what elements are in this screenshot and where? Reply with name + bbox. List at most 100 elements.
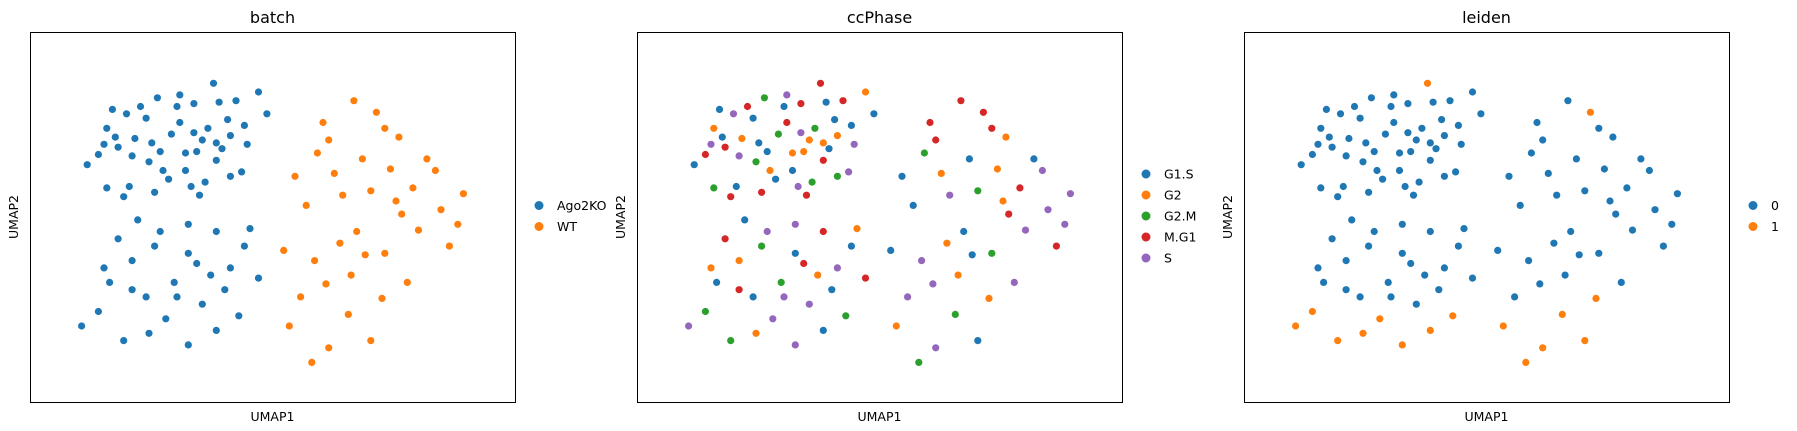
data-point-M.G1: [802, 191, 811, 199]
data-point-0: [1600, 165, 1608, 173]
data-point-G1.S: [847, 121, 856, 129]
data-point-Ago2KO: [212, 139, 220, 147]
data-point-Ago2KO: [243, 140, 251, 148]
data-point-S: [1066, 190, 1074, 198]
data-point-S: [791, 341, 799, 349]
data-point-Ago2KO: [165, 175, 173, 183]
data-point-WT: [378, 294, 386, 302]
data-point-S: [850, 140, 858, 148]
data-point-1: [1423, 79, 1432, 87]
data-point-0: [1387, 102, 1395, 111]
data-point-0: [1370, 148, 1378, 156]
data-point-Ago2KO: [254, 88, 263, 96]
data-point-0: [1381, 130, 1389, 138]
data-point-G1.S: [960, 227, 968, 236]
legend-label: Ago2KO: [557, 198, 607, 213]
data-point-0: [1651, 206, 1659, 214]
data-point-Ago2KO: [134, 216, 142, 224]
data-point-0: [1533, 118, 1541, 127]
data-point-0: [1539, 136, 1547, 144]
legend-label: S: [1164, 251, 1172, 266]
data-point-G2: [1002, 133, 1010, 141]
data-point-Ago2KO: [83, 161, 91, 169]
data-point-0: [1505, 172, 1513, 180]
data-point-WT: [311, 257, 319, 265]
legend-marker: [1141, 211, 1151, 221]
data-point-WT: [361, 251, 369, 259]
data-point-WT: [381, 249, 389, 257]
data-point-0: [1322, 105, 1330, 113]
data-point-Ago2KO: [106, 278, 114, 286]
data-point-Ago2KO: [184, 220, 192, 228]
data-point-0: [1384, 278, 1392, 286]
data-point-S: [769, 315, 777, 323]
data-point-G2.M: [811, 124, 819, 132]
data-point-S: [946, 191, 954, 199]
data-point-1: [1539, 344, 1547, 352]
data-point-0: [1362, 139, 1370, 147]
data-point-S: [1038, 166, 1046, 175]
legend-marker: [534, 201, 544, 210]
data-point-Ago2KO: [254, 274, 263, 282]
data-point-Ago2KO: [159, 166, 167, 175]
scatter-points: [685, 79, 1074, 366]
data-point-S: [735, 152, 743, 160]
data-point-0: [1412, 136, 1420, 144]
data-point-0: [1609, 133, 1617, 141]
legend: G1.S G2 G2.M M.G1 S: [1141, 167, 1196, 266]
legend-marker: [1141, 169, 1151, 179]
data-point-0: [1606, 197, 1614, 205]
data-point-G1.S: [749, 114, 757, 122]
data-point-0: [1659, 242, 1667, 250]
data-point-0: [1339, 182, 1347, 191]
data-point-0: [1398, 249, 1406, 257]
data-point-Ago2KO: [128, 286, 136, 294]
data-point-0: [1477, 110, 1485, 118]
panel-title: leiden: [1462, 8, 1511, 27]
data-point-0: [1398, 220, 1406, 228]
data-point-S: [729, 110, 738, 118]
data-point-WT: [319, 118, 327, 127]
data-point-Ago2KO: [221, 286, 229, 294]
data-point-S: [780, 293, 788, 301]
legend-marker: [1748, 201, 1758, 210]
data-point-G2: [738, 134, 746, 143]
data-point-G1.S: [755, 139, 763, 147]
data-point-M.G1: [758, 188, 766, 196]
data-point-0: [1572, 155, 1580, 163]
data-point-G1.S: [870, 110, 878, 118]
data-point-0: [1401, 182, 1409, 191]
data-point-Ago2KO: [176, 91, 184, 99]
data-point-G2: [819, 139, 827, 147]
data-point-G2: [800, 148, 808, 156]
data-point-Ago2KO: [190, 129, 198, 137]
legend-label: G2.M: [1164, 209, 1196, 224]
data-point-S: [685, 322, 693, 330]
data-point-Ago2KO: [142, 114, 150, 122]
data-point-S: [929, 280, 937, 288]
data-point-G2: [833, 132, 842, 140]
data-point-0: [1440, 264, 1448, 272]
data-point-WT: [322, 280, 330, 288]
data-point-0: [1297, 161, 1305, 169]
data-point-0: [1454, 121, 1462, 129]
data-point-G1.S: [909, 201, 917, 209]
data-point-M.G1: [926, 118, 934, 127]
data-point-0: [1536, 280, 1544, 288]
data-point-0: [1446, 97, 1454, 105]
data-point-Ago2KO: [167, 130, 175, 138]
data-point-WT: [358, 155, 366, 163]
data-point-1: [1522, 358, 1530, 366]
data-point-Ago2KO: [263, 110, 271, 118]
data-point-S: [791, 220, 799, 228]
data-point-0: [1595, 249, 1603, 257]
data-point-0: [1342, 152, 1350, 160]
data-point-WT: [302, 201, 310, 209]
data-point-1: [1586, 108, 1594, 116]
data-point-0: [1421, 271, 1429, 279]
data-point-0: [1561, 271, 1569, 279]
data-point-WT: [285, 322, 293, 330]
data-point-M.G1: [800, 259, 808, 268]
data-point-G2.M: [701, 307, 710, 316]
